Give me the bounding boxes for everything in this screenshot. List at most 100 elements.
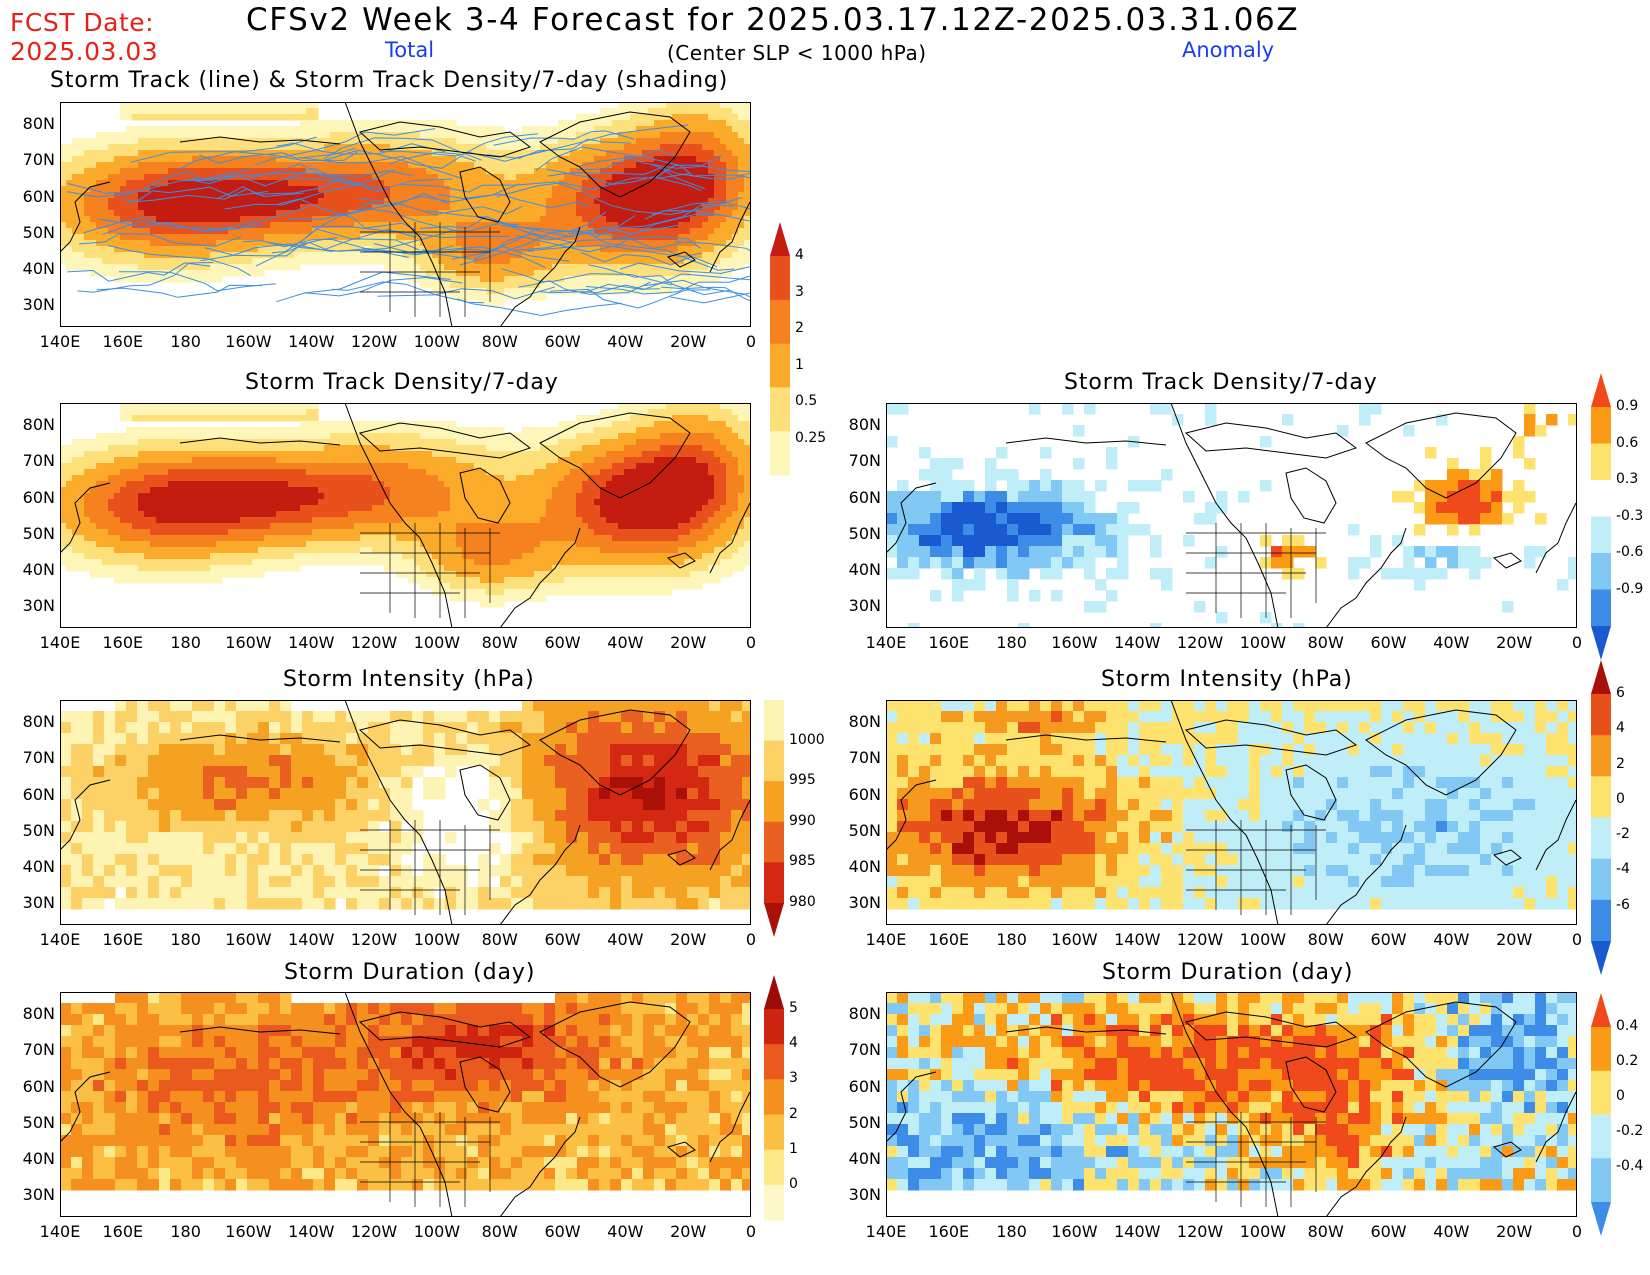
lon-tick-label: 160E [102,930,144,949]
forecast-date-value: 2025.03.03 [10,37,159,66]
colorbar-tick-label: 4 [795,247,804,263]
lat-tick-label: 30N [22,596,55,615]
panel-title-duration-anom: Storm Duration (day) [1102,960,1354,985]
lat-tick-label: 80N [22,415,55,434]
lon-tick-label: 140W [288,930,335,949]
lat-tick-label: 30N [22,893,55,912]
map-panel-duration-total [60,992,751,1217]
colorbar-tick-label: 2 [1616,755,1625,772]
colorbar-tick-label: 0.4 [1616,1018,1639,1034]
forecast-date-label: FCST Date: [10,8,155,37]
lon-tick-label: 60W [1370,930,1407,949]
lon-tick-label: 140W [1114,1222,1161,1241]
lat-tick-label: 40N [22,857,55,876]
colorbar-density-total: 4 3 2 1 0.5 0.25 [770,222,826,476]
lon-tick-label: 180 [170,930,201,949]
lon-tick-label: 120W [350,1222,398,1241]
lon-tick-label: 60W [1370,1222,1407,1241]
panel-title-track-total: Storm Track (line) & Storm Track Density… [50,68,729,93]
lat-tick-label: 60N [22,488,55,507]
lat-tick-label: 60N [848,1077,881,1096]
colorbar-tick-label: -6 [1616,896,1630,913]
lon-tick-label: 140W [288,1222,335,1241]
lon-tick-label: 140E [865,1222,907,1241]
lat-tick-label: 50N [22,1113,55,1132]
lon-tick-label: 100W [1239,930,1287,949]
lat-tick-label: 60N [848,785,881,804]
lat-tick-label: 40N [22,560,55,579]
lat-tick-label: 70N [848,451,881,470]
map-panel-density-anom [886,403,1577,628]
lon-tick-label: 100W [413,332,461,351]
lat-tick-label: 80N [848,1004,881,1023]
lon-tick-label: 160W [1051,1222,1098,1241]
lon-tick-label: 60W [544,332,581,351]
lat-tick-label: 60N [22,1077,55,1096]
page-title: CFSv2 Week 3-4 Forecast for 2025.03.17.1… [246,2,1300,38]
colorbar-tick-label: -0.6 [1616,544,1644,560]
colorbar-tick-label: 2 [795,320,804,336]
lon-tick-label: 0 [745,930,757,949]
lon-tick-label: 140W [1114,633,1161,652]
colorbar-tick-label: 4 [789,1035,798,1052]
lon-tick-label: 180 [170,332,201,351]
lat-tick-label: 80N [22,1004,55,1023]
lat-tick-label: 30N [848,596,881,615]
lat-tick-label: 50N [22,223,55,242]
colorbar-duration-anom: 0.4 0.2 0 -0.2 -0.4 [1591,993,1643,1236]
colorbar-tick-label: 0.9 [1616,398,1639,414]
lon-tick-label: 20W [1496,930,1533,949]
map-panel-density-total [60,403,751,628]
colorbar-tick-label: 995 [789,772,816,789]
colorbar-tick-label: -2 [1616,826,1630,843]
lat-tick-label: 80N [848,712,881,731]
lat-tick-label: 40N [848,560,881,579]
colorbar-tick-label: 3 [789,1070,798,1087]
lat-tick-label: 30N [22,295,55,314]
map-panel-intensity-total [60,700,751,925]
lon-tick-label: 40W [1433,930,1470,949]
lon-tick-label: 100W [413,633,461,652]
lon-tick-label: 0 [745,633,757,652]
colorbar-duration-total: 5 4 3 2 1 0 [764,975,798,1221]
colorbar-density-anom: 0.9 0.6 0.3 -0.3 -0.6 -0.9 [1591,373,1643,660]
lat-tick-label: 50N [22,524,55,543]
lon-tick-label: 40W [607,633,644,652]
colorbar-tick-label: -0.3 [1616,507,1644,524]
lon-tick-label: 140E [39,930,81,949]
colorbar-tick-label: 1 [795,356,804,373]
lon-tick-label: 80W [481,1222,518,1241]
lat-tick-label: 80N [22,712,55,731]
lon-tick-label: 60W [544,633,581,652]
lat-tick-label: 50N [22,821,55,840]
lon-tick-label: 60W [544,930,581,949]
lon-tick-label: 140E [865,633,907,652]
lon-tick-label: 140E [39,633,81,652]
lon-tick-label: 80W [481,633,518,652]
lat-tick-label: 70N [22,150,55,169]
lat-tick-label: 60N [848,488,881,507]
lat-tick-label: 70N [848,748,881,767]
lon-tick-label: 140E [39,332,81,351]
lon-tick-label: 160E [102,1222,144,1241]
lat-tick-label: 30N [848,893,881,912]
lon-tick-label: 0 [745,332,757,351]
lon-tick-label: 20W [670,633,707,652]
colorbar-tick-label: 0.25 [795,429,827,446]
lat-tick-label: 70N [848,1040,881,1059]
lon-tick-label: 100W [413,1222,461,1241]
map-panel-duration-anom [886,992,1577,1217]
lon-tick-label: 160W [1051,930,1098,949]
lon-tick-label: 0 [1571,930,1583,949]
lon-tick-label: 160E [928,633,970,652]
colorbar-tick-label: 0.6 [1616,434,1639,451]
lat-tick-label: 30N [848,1185,881,1204]
map-panel-track-total [60,102,751,327]
lon-tick-label: 160E [928,1222,970,1241]
lat-tick-label: 80N [22,114,55,133]
colorbar-tick-label: 3 [795,283,804,300]
panel-title-density-anom: Storm Track Density/7-day [1064,370,1378,395]
lon-tick-label: 0 [1571,1222,1583,1241]
lon-tick-label: 140E [865,930,907,949]
lon-tick-label: 160W [225,930,272,949]
